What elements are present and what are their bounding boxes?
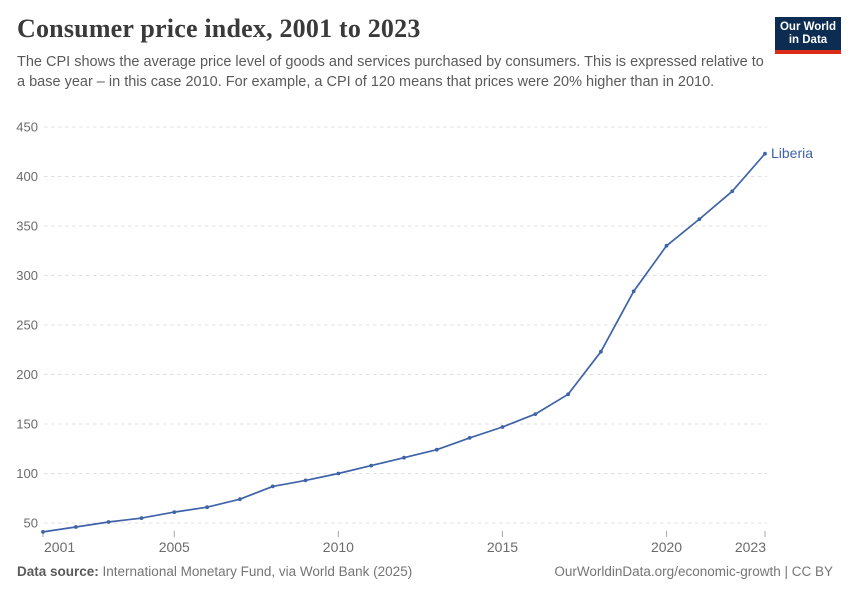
data-point-marker[interactable]: [41, 530, 45, 534]
y-axis-tick-label: 450: [16, 120, 38, 135]
data-point-marker[interactable]: [599, 349, 603, 354]
data-point-marker[interactable]: [566, 392, 570, 397]
y-axis-tick-label: 150: [16, 417, 38, 432]
y-axis-tick-label: 400: [16, 169, 38, 184]
y-axis-tick-label: 300: [16, 268, 38, 283]
data-point-marker[interactable]: [139, 516, 144, 520]
data-point-marker[interactable]: [336, 471, 341, 476]
owid-logo-line2: in Data: [788, 34, 828, 46]
chart-title: Consumer price index, 2001 to 2023: [17, 14, 421, 43]
data-point-marker[interactable]: [533, 412, 538, 416]
cpi-line-chart[interactable]: 50 100 150 200 250 300 350 400 450 2001 2005 2010 20…: [0, 115, 850, 560]
y-axis-tick-label: 350: [16, 219, 38, 234]
data-source-label: Data source:: [17, 564, 99, 579]
data-point-marker[interactable]: [369, 463, 374, 468]
data-point-marker[interactable]: [270, 484, 275, 489]
data-point-marker[interactable]: [73, 525, 78, 529]
data-point-marker[interactable]: [467, 436, 472, 440]
series-line: [42, 152, 766, 533]
x-axis-tick-label: 2015: [487, 539, 518, 555]
data-point-marker[interactable]: [730, 189, 735, 194]
data-source-text: International Monetary Fund, via World B…: [98, 564, 413, 579]
data-point-marker[interactable]: [402, 455, 406, 460]
chart-footer: Data source: International Monetary Fund…: [17, 563, 833, 581]
x-axis-tick-label: 2023: [735, 539, 766, 555]
data-point-marker[interactable]: [205, 505, 210, 510]
x-axis-tick-label: 2010: [323, 539, 354, 555]
chart-subtitle: The CPI shows the average price level of…: [17, 54, 764, 90]
x-axis-tick-label: 2001: [44, 539, 75, 555]
series-end-label: Liberia: [771, 145, 813, 161]
data-point-marker[interactable]: [697, 217, 702, 221]
x-axis-tick-label: 2020: [651, 539, 682, 555]
owid-logo-line1: Our World: [779, 21, 836, 33]
owid-logo[interactable]: Our World in Data: [775, 17, 841, 54]
y-axis-tick-label: 100: [16, 466, 38, 481]
data-point-marker[interactable]: [763, 151, 767, 156]
data-point-marker[interactable]: [434, 447, 439, 452]
y-axis-tick-label: 200: [16, 367, 38, 382]
data-point-marker[interactable]: [172, 510, 177, 514]
y-axis-tick-label: 250: [16, 318, 38, 333]
data-point-marker[interactable]: [631, 289, 636, 294]
x-axis-tick-label: 2005: [159, 539, 190, 555]
data-point-marker[interactable]: [303, 478, 308, 483]
data-point-marker[interactable]: [238, 497, 242, 502]
data-point-marker[interactable]: [106, 520, 111, 524]
footer-link-text[interactable]: OurWorldinData.org/economic-growth | CC …: [554, 564, 833, 579]
y-axis-tick-label: 50: [24, 516, 38, 531]
data-point-marker[interactable]: [500, 425, 505, 429]
data-point-marker[interactable]: [664, 243, 669, 248]
data-source-note: Data source: International Monetary Fund…: [17, 563, 412, 581]
